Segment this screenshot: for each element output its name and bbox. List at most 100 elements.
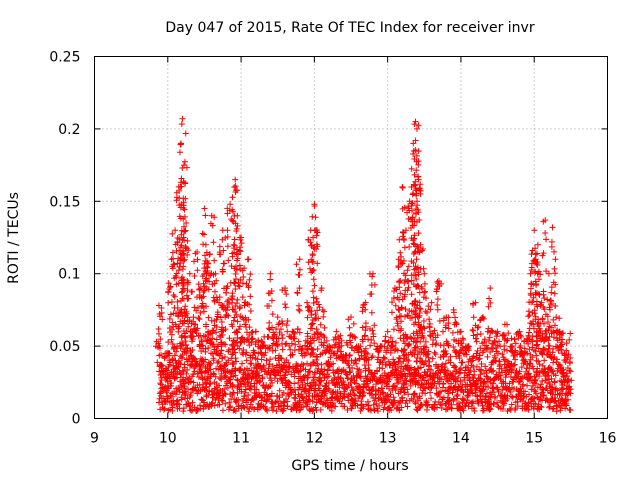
data-point (157, 372, 164, 379)
data-point (554, 356, 561, 363)
data-point (325, 362, 332, 369)
data-point (224, 210, 231, 217)
data-point (431, 349, 438, 356)
data-point (454, 378, 461, 385)
data-point (232, 355, 239, 362)
data-point (386, 376, 393, 383)
data-point (208, 400, 215, 407)
data-point (180, 276, 187, 283)
data-point (205, 260, 212, 267)
data-point (443, 371, 450, 378)
data-point (346, 369, 353, 376)
data-point (284, 403, 291, 410)
data-point (199, 300, 206, 307)
data-point (157, 389, 164, 396)
data-point (212, 350, 219, 357)
data-point (391, 383, 398, 390)
data-point (177, 360, 184, 367)
data-point (233, 399, 240, 406)
data-point (436, 375, 443, 382)
data-point (216, 249, 223, 256)
data-point (230, 389, 237, 396)
data-point (381, 404, 388, 411)
data-point (504, 392, 511, 399)
data-point (473, 392, 480, 399)
data-point (177, 141, 184, 148)
data-point (401, 346, 408, 353)
data-point (396, 279, 403, 286)
data-point (282, 396, 289, 403)
data-point (178, 183, 185, 190)
data-point (201, 231, 208, 238)
data-point (347, 368, 354, 375)
data-point (333, 328, 340, 335)
data-point (457, 369, 464, 376)
data-point (533, 352, 540, 359)
data-point (505, 385, 512, 392)
data-point (526, 391, 533, 398)
data-point (389, 338, 396, 345)
data-point (167, 311, 174, 318)
data-point (542, 230, 549, 237)
data-point (165, 299, 172, 306)
data-point (269, 379, 276, 386)
data-point (296, 329, 303, 336)
data-point (247, 293, 254, 300)
data-point (306, 397, 313, 404)
data-point (274, 341, 281, 348)
data-point (441, 364, 448, 371)
data-point (341, 388, 348, 395)
data-point (563, 400, 570, 407)
data-point (351, 391, 358, 398)
data-point (211, 288, 218, 295)
data-point (426, 316, 433, 323)
data-point (548, 289, 555, 296)
data-point (260, 403, 267, 410)
data-point (223, 289, 230, 296)
data-point (434, 306, 441, 313)
data-point (169, 341, 176, 348)
data-point (158, 351, 165, 358)
data-point (330, 360, 337, 367)
data-point (365, 356, 372, 363)
data-point (196, 286, 203, 293)
data-point (397, 249, 404, 256)
data-point (295, 338, 302, 345)
data-point (451, 364, 458, 371)
data-point (434, 296, 441, 303)
data-point (198, 369, 205, 376)
data-point (198, 337, 205, 344)
data-point (419, 381, 426, 388)
data-point (525, 313, 532, 320)
data-point (258, 356, 265, 363)
data-point (267, 356, 274, 363)
data-point (178, 121, 185, 128)
data-point (211, 344, 218, 351)
data-point (400, 358, 407, 365)
data-point (470, 353, 477, 360)
data-point (232, 372, 239, 379)
data-point (329, 400, 336, 407)
data-point (551, 379, 558, 386)
data-point (168, 380, 175, 387)
data-point (178, 396, 185, 403)
data-point (357, 368, 364, 375)
data-point (181, 237, 188, 244)
data-point (494, 386, 501, 393)
data-point (313, 326, 320, 333)
data-point (265, 396, 272, 403)
data-point (512, 356, 519, 363)
data-point (369, 369, 376, 376)
data-point (267, 382, 274, 389)
data-point (529, 298, 536, 305)
data-point (452, 363, 459, 370)
data-point (205, 314, 212, 321)
data-point (489, 345, 496, 352)
data-point (285, 392, 292, 399)
data-point (215, 343, 222, 350)
data-point (203, 263, 210, 270)
data-point (451, 347, 458, 354)
x-tick-label: 13 (379, 431, 397, 447)
data-point (184, 287, 191, 294)
data-point (216, 332, 223, 339)
